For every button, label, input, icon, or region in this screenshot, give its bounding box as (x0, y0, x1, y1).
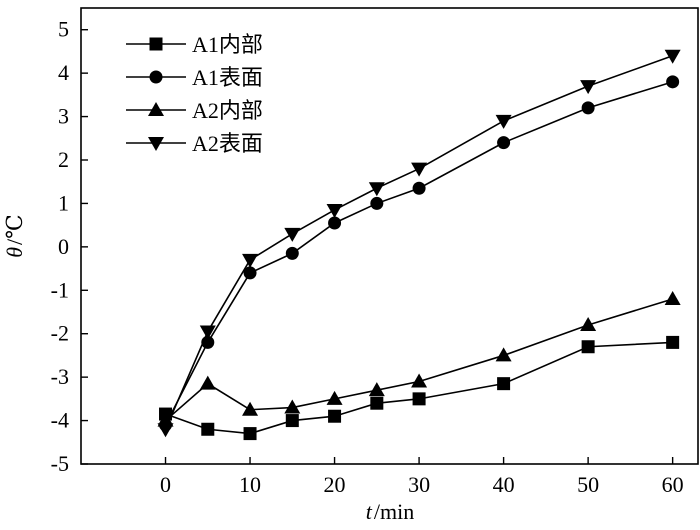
data-point-series-4 (368, 182, 385, 197)
legend-marker-4 (148, 137, 164, 151)
data-point-series-2 (328, 216, 342, 230)
data-point-series-3 (157, 412, 174, 427)
y-tick-label: -5 (51, 451, 69, 476)
y-tick-label: 1 (58, 190, 69, 215)
data-point-series-1 (497, 377, 511, 391)
data-point-series-3 (242, 401, 259, 416)
data-point-series-2 (201, 335, 215, 349)
data-point-series-1 (285, 414, 299, 428)
data-point-series-3 (664, 290, 681, 305)
x-axis-var: t (366, 499, 373, 524)
data-point-series-3 (495, 347, 512, 362)
y-axis-label: θ /℃ (2, 214, 27, 258)
data-point-series-4 (157, 423, 174, 438)
legend-marker-2 (149, 70, 163, 84)
data-point-series-1 (370, 396, 384, 410)
data-point-series-4 (580, 80, 597, 95)
y-tick-label: -4 (51, 408, 69, 433)
x-tick-label: 30 (408, 472, 430, 497)
data-point-series-3 (199, 375, 216, 390)
data-point-series-1 (666, 335, 680, 349)
data-point-series-4 (664, 49, 681, 64)
data-point-series-1 (581, 340, 595, 354)
data-point-series-3 (580, 317, 597, 332)
data-point-series-2 (666, 75, 680, 89)
data-point-series-2 (412, 181, 426, 195)
data-point-series-2 (497, 136, 511, 150)
data-point-series-4 (242, 253, 259, 268)
x-axis-unit: /min (374, 499, 414, 524)
data-point-series-2 (370, 196, 384, 210)
data-point-series-4 (199, 325, 216, 340)
data-point-series-1 (328, 409, 342, 423)
y-tick-label: 2 (58, 147, 69, 172)
y-tick-label: -1 (51, 277, 69, 302)
data-point-series-4 (284, 227, 301, 242)
series-line-1 (165, 341, 673, 435)
x-tick-label: 0 (160, 472, 171, 497)
legend-label-4: A2表面 (192, 131, 263, 156)
series-line-3 (164, 298, 673, 422)
data-point-series-3 (368, 382, 385, 397)
data-point-series-2 (285, 246, 299, 260)
y-tick-label: 5 (58, 17, 69, 42)
y-axis-var: θ (2, 247, 27, 258)
data-point-series-2 (243, 266, 257, 280)
legend-label-1: A1内部 (192, 32, 263, 57)
data-point-series-1 (243, 427, 257, 441)
y-tick-label: 3 (58, 104, 69, 129)
data-point-series-1 (412, 392, 426, 406)
legend-label-3: A2内部 (192, 98, 263, 123)
data-point-series-3 (284, 399, 301, 414)
x-tick-label: 40 (493, 472, 515, 497)
series-line-2 (164, 81, 673, 426)
legend-marker-3 (148, 102, 164, 116)
data-point-series-3 (326, 390, 343, 405)
data-point-series-1 (201, 422, 215, 436)
data-point-series-3 (411, 373, 428, 388)
legend-marker-1 (149, 37, 163, 51)
x-tick-label: 50 (577, 472, 599, 497)
plot-frame (80, 7, 699, 465)
data-point-series-4 (326, 203, 343, 218)
data-point-series-4 (411, 162, 428, 177)
x-tick-label: 60 (662, 472, 684, 497)
data-point-series-4 (495, 114, 512, 129)
series-line-4 (164, 55, 673, 430)
y-axis-unit: /℃ (2, 214, 27, 245)
y-tick-label: 0 (58, 234, 69, 259)
x-tick-label: 20 (324, 472, 346, 497)
legend-label-2: A1表面 (192, 65, 263, 90)
y-tick-label: -2 (51, 321, 69, 346)
y-tick-label: -3 (51, 364, 69, 389)
x-axis-label: t/min (366, 499, 414, 524)
x-tick-label: 10 (239, 472, 261, 497)
data-point-series-2 (581, 101, 595, 115)
y-tick-label: 4 (58, 60, 69, 85)
